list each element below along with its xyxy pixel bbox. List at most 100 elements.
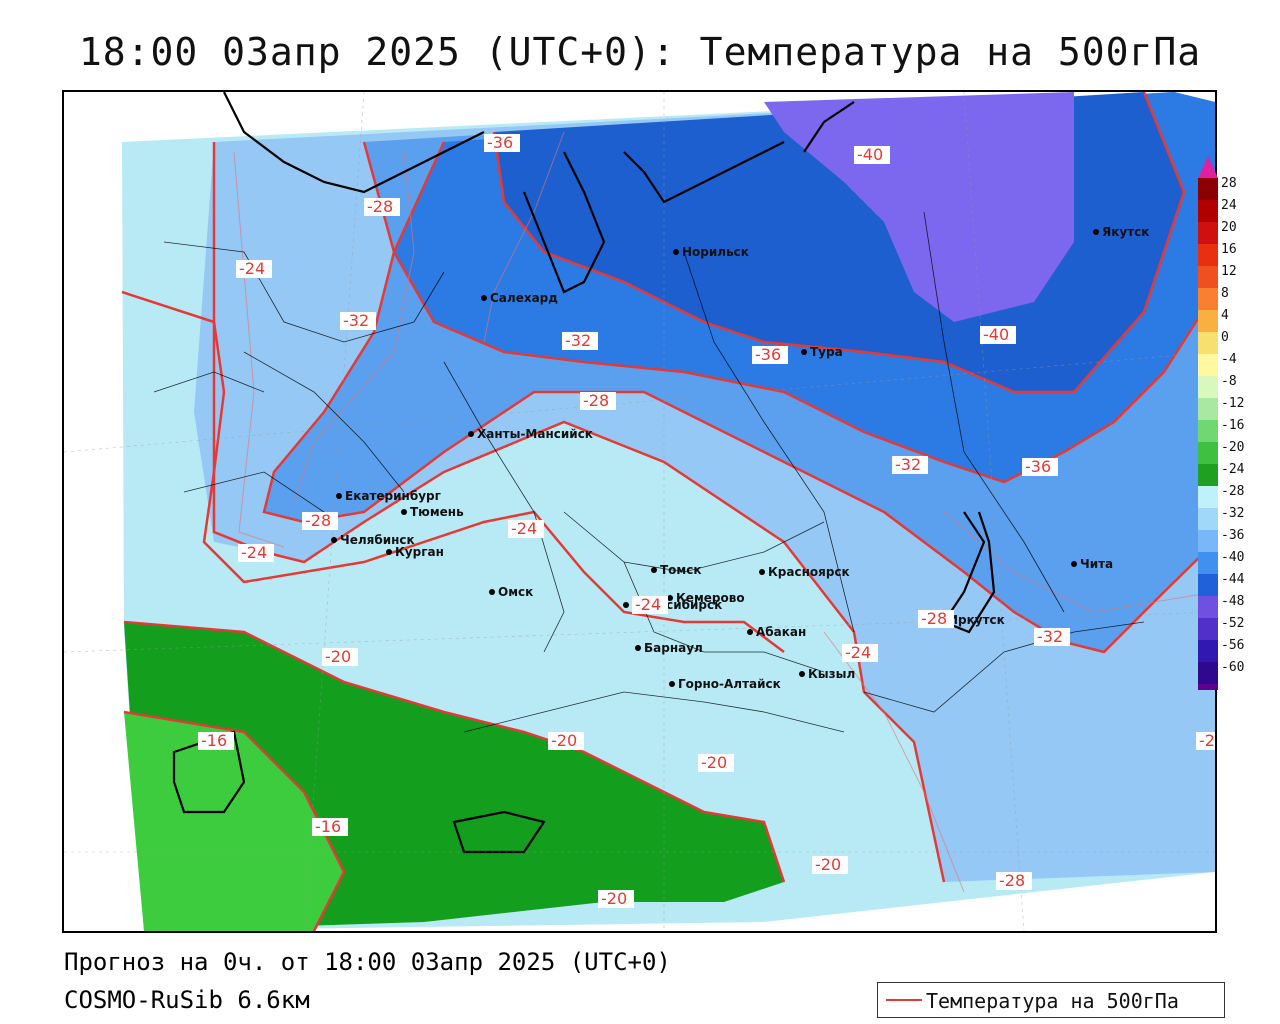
city-20[interactable]: Чита — [1071, 557, 1113, 571]
city-1[interactable]: Норильск — [673, 245, 749, 259]
colorbar-segment — [1198, 640, 1218, 662]
city-label: Кызыл — [808, 667, 855, 681]
city-label: Барнаул — [644, 641, 703, 655]
colorbar-segment — [1198, 684, 1218, 690]
isoline-label: -20 — [322, 647, 358, 666]
isoline-label: -32 — [892, 455, 928, 474]
colorbar-segment — [1198, 574, 1218, 596]
city-label: Иркутск — [948, 613, 1005, 627]
city-16[interactable]: Абакан — [747, 625, 806, 639]
colorbar-tick-label: -40 — [1221, 550, 1245, 565]
isoline-label: -20 — [548, 731, 584, 750]
svg-text:-32: -32 — [1037, 627, 1063, 646]
city-label: Красноярск — [768, 565, 850, 579]
city-17[interactable]: Горно-Алтайск — [669, 677, 781, 691]
isoline-label: -28 — [364, 197, 400, 216]
svg-text:-28: -28 — [305, 511, 331, 530]
isoline-24 — [121, 290, 785, 653]
colorbar-tick-label: 4 — [1221, 308, 1229, 323]
city-dot — [747, 629, 753, 635]
city-label: Кемерово — [676, 591, 745, 605]
map-panel[interactable]: Норильск Якутск Салехард Тура Ханты-Мансийск… — [62, 90, 1217, 933]
city-13[interactable]: Кемерово — [667, 591, 745, 605]
city-18[interactable]: Кызыл — [799, 667, 855, 681]
svg-text:-20: -20 — [325, 647, 351, 666]
svg-text:-28: -28 — [1199, 731, 1215, 750]
city-12[interactable]: Томск — [651, 563, 702, 577]
city-dot — [623, 602, 629, 608]
svg-text:-20: -20 — [701, 753, 727, 772]
city-dot — [669, 681, 675, 687]
isoline-label: -32 — [340, 311, 376, 330]
colorbar-segment — [1198, 552, 1218, 574]
colorbar-segment — [1198, 486, 1218, 508]
colorbar-tick-label: 0 — [1221, 330, 1229, 345]
colorbar-segment — [1198, 288, 1218, 310]
city-dot — [336, 493, 342, 499]
colorbar-tick-label: -28 — [1221, 484, 1245, 499]
svg-text:-16: -16 — [315, 817, 341, 836]
city-label: Томск — [660, 563, 702, 577]
colorbar-tick-label: -36 — [1221, 528, 1245, 543]
legend-line-label: Температура на 500гПа — [926, 989, 1179, 1013]
city-2[interactable]: Якутск — [1093, 225, 1149, 239]
colorbar-tick-label: -24 — [1221, 462, 1245, 477]
colorbar-tick-label: -20 — [1221, 440, 1245, 455]
colorbar-segment — [1198, 178, 1218, 200]
svg-text:-28: -28 — [999, 871, 1025, 890]
city-dot — [667, 595, 673, 601]
city-9[interactable]: Курган — [386, 545, 444, 559]
band-16 — [124, 712, 344, 931]
graticule — [64, 92, 1215, 931]
isoline-label: -16 — [198, 731, 234, 750]
city-3[interactable]: Салехард — [481, 291, 558, 305]
isoline-label: -36 — [1022, 457, 1058, 476]
isoline-label: -28 — [302, 511, 338, 530]
city-label: Горно-Алтайск — [678, 677, 781, 691]
svg-text:-24: -24 — [511, 519, 537, 538]
city-7[interactable]: Тюмень — [401, 505, 464, 519]
city-dot — [801, 349, 807, 355]
colorbar-tick-label: 20 — [1221, 220, 1237, 235]
city-dot — [673, 249, 679, 255]
city-10[interactable]: Омск — [489, 585, 533, 599]
colorbar-segment — [1198, 508, 1218, 530]
city-8[interactable]: Челябинск — [331, 533, 415, 547]
isoline-label: -28 — [996, 871, 1032, 890]
colorbar-tick-label: -52 — [1221, 616, 1245, 631]
isoline-36 — [392, 141, 1215, 484]
isoline-label: -20 — [812, 855, 848, 874]
city-5[interactable]: Ханты-Мансийск — [468, 427, 593, 441]
svg-text:-32: -32 — [565, 331, 591, 350]
colorbar-tick-label: -8 — [1221, 374, 1237, 389]
svg-text:-24: -24 — [635, 595, 661, 614]
city-label: Салехард — [490, 291, 558, 305]
band-very-cold — [764, 92, 1074, 322]
colorbar-segment — [1198, 464, 1218, 486]
isoline-label: -16 — [312, 817, 348, 836]
city-markers: Норильск Якутск Салехард Тура Ханты-Мансийск… — [331, 225, 1149, 691]
colorbar-tick-label: -44 — [1221, 572, 1245, 587]
city-label: Чита — [1080, 557, 1113, 571]
svg-text:-32: -32 — [343, 311, 369, 330]
colorbar-tick-label: 28 — [1221, 176, 1237, 191]
city-dot — [1093, 229, 1099, 235]
colorbar-tick-label: -16 — [1221, 418, 1245, 433]
city-dot — [1071, 561, 1077, 567]
city-4[interactable]: Тура — [801, 345, 843, 359]
isoline-label: -24 — [632, 595, 668, 614]
isoline-label: -40 — [854, 145, 890, 164]
isoline-label: -36 — [484, 133, 520, 152]
city-15[interactable]: Барнаул — [635, 641, 703, 655]
colorbar-segment — [1198, 222, 1218, 244]
city-label: Ханты-Мансийск — [477, 427, 593, 441]
isoline-label: -28 — [918, 609, 954, 628]
city-dot — [759, 569, 765, 575]
city-label: Тура — [810, 345, 843, 359]
isoline-16 — [123, 710, 346, 931]
city-dot — [468, 431, 474, 437]
city-dot — [799, 671, 805, 677]
svg-text:-24: -24 — [239, 259, 265, 278]
city-14[interactable]: Красноярск — [759, 565, 850, 579]
city-6[interactable]: Екатеринбург — [336, 489, 441, 503]
